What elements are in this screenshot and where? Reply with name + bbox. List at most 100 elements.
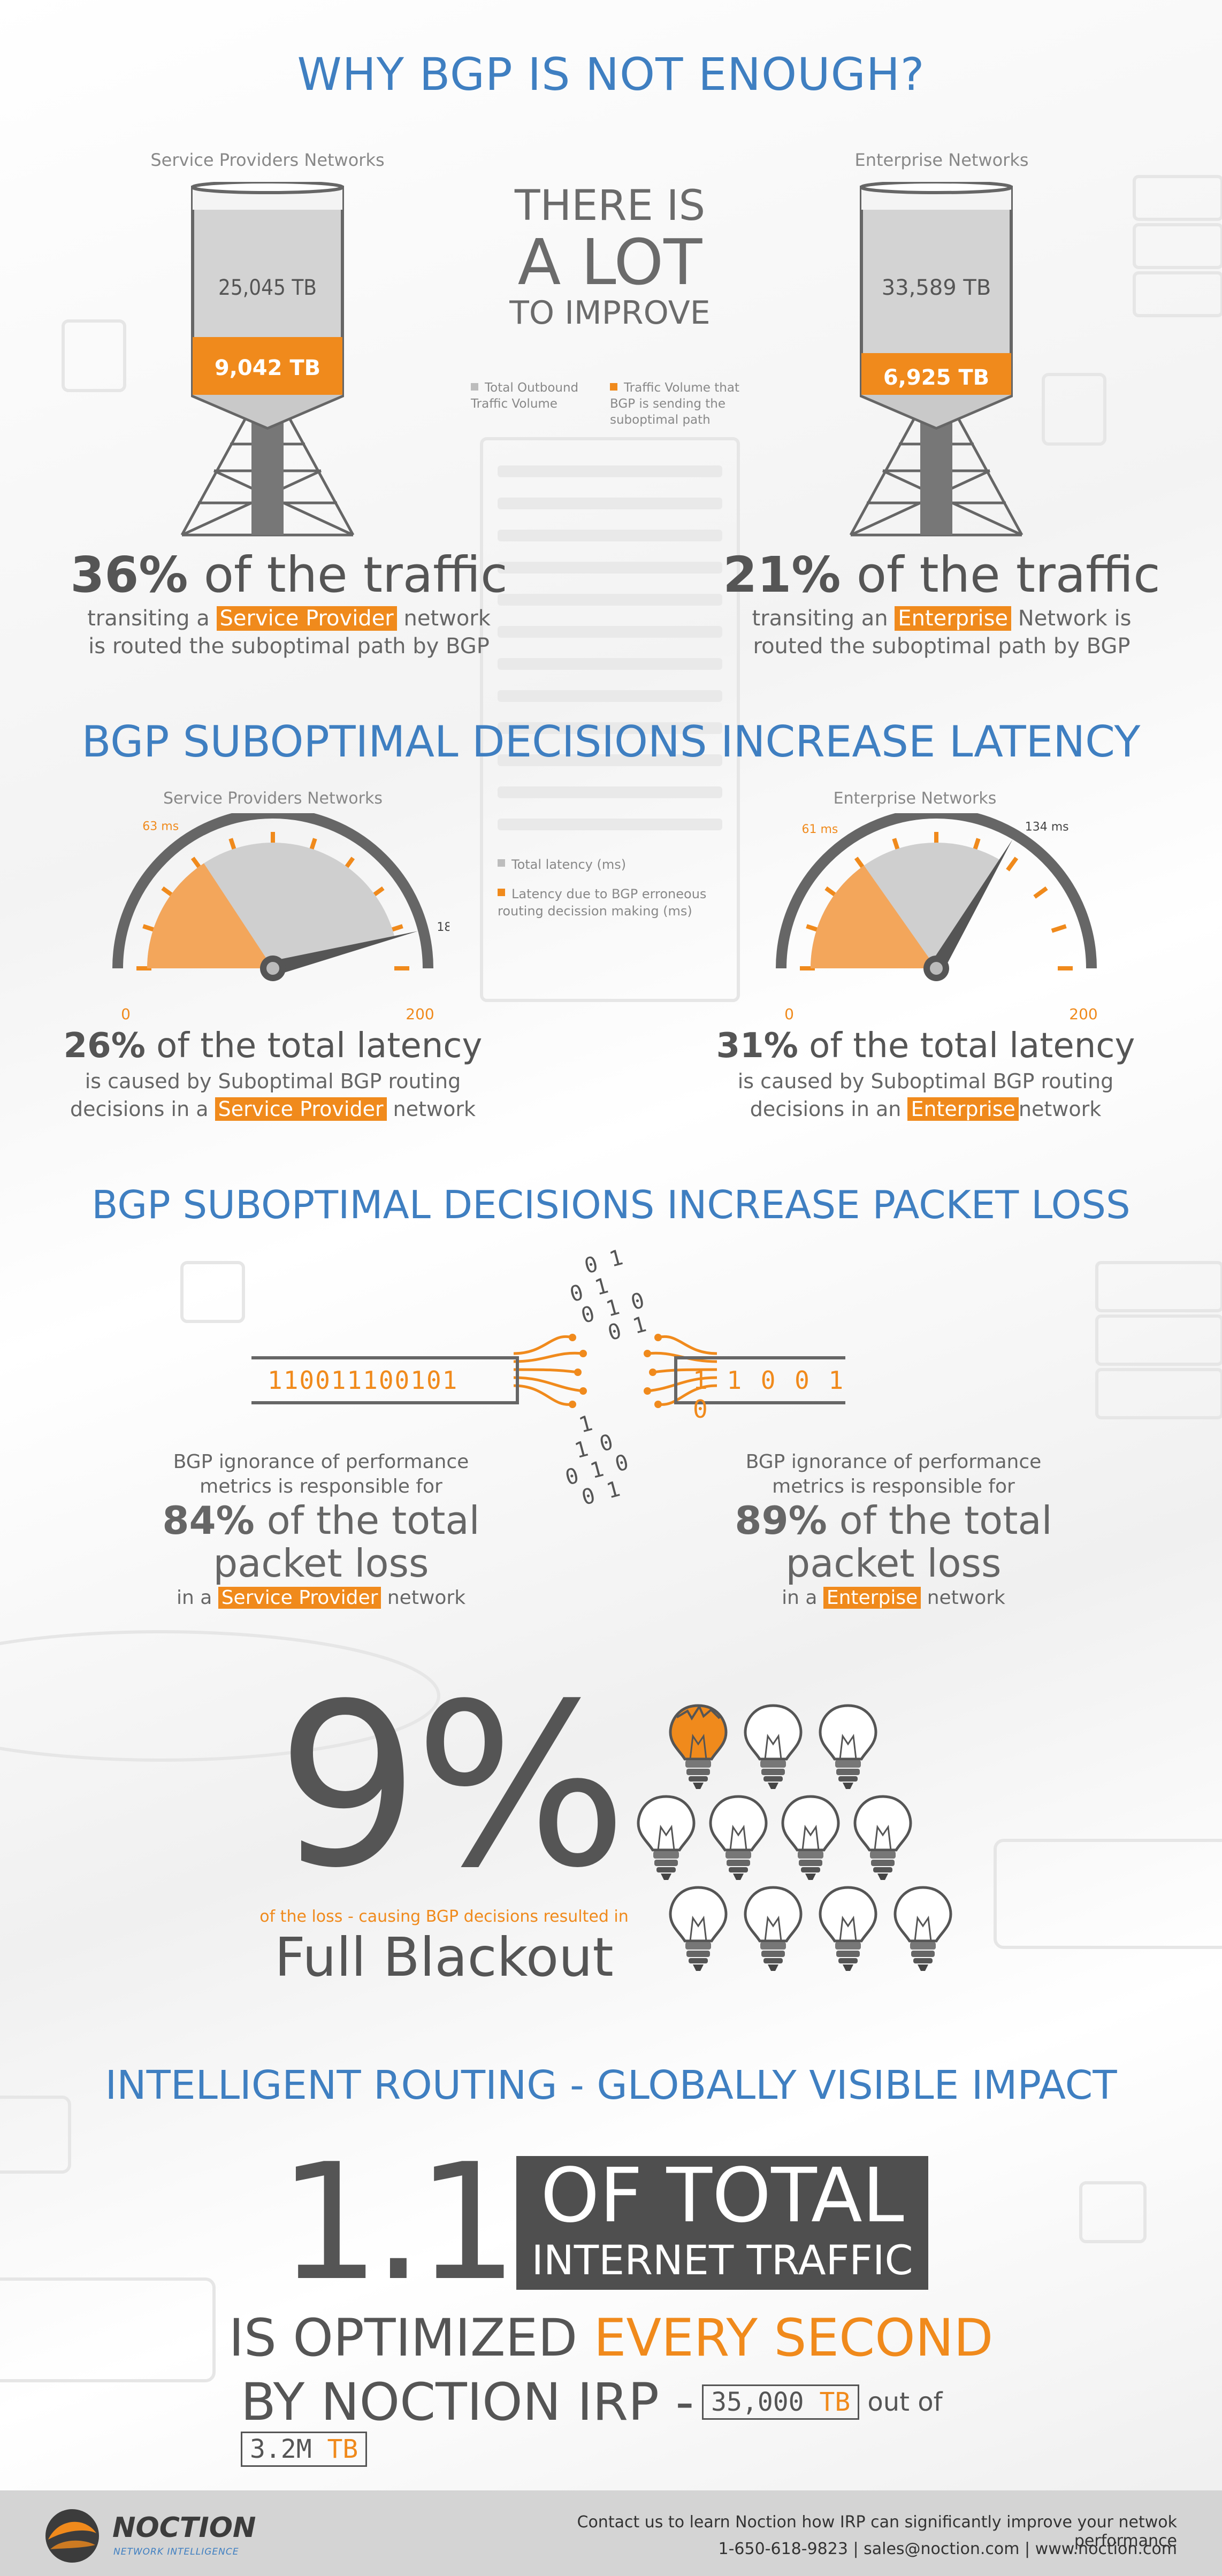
- light-bulb-icon: [819, 1704, 877, 1789]
- sp-traffic-line-2: is routed the suboptimal path by BGP: [88, 634, 490, 659]
- packet-loss-enterprise-line-3a: in a: [782, 1587, 823, 1609]
- legend-suboptimal-volume-text: Traffic Volume that BGP is sending the s…: [610, 381, 739, 427]
- sp-traffic-line-1: transiting a Service Provider network: [21, 605, 556, 632]
- latency-sp-line-2b: network: [386, 1097, 476, 1121]
- enterprise-suboptimal-tb: 6,925 TB: [883, 365, 990, 390]
- bulb-base-2: [654, 1860, 678, 1866]
- latency-enterprise-highlight: Enterprise: [907, 1097, 1019, 1121]
- enterprise-gauge-needle: [929, 839, 1013, 973]
- packet-loss-sp-pct-rest: of the total: [254, 1498, 480, 1543]
- broken-cable-graphic: [513, 1334, 717, 1408]
- impact-tag-2: 3.2M TB: [241, 2432, 368, 2467]
- sp-gauge-max-label: 200: [406, 1005, 434, 1022]
- enterprise-traffic-pct-rest: of the traffic: [841, 546, 1160, 603]
- bulb-filament: [689, 1915, 707, 1941]
- bulb-glass: [819, 1704, 877, 1761]
- sp-total-tb: 25,045 TB: [218, 276, 317, 300]
- bulb-tip: [843, 1965, 853, 1971]
- latency-sp-line-1: is caused by Suboptimal BGP routing: [85, 1069, 461, 1093]
- impact-tag-1-value: 35,000: [711, 2387, 804, 2417]
- latency-legend-swatch-orange: [498, 889, 505, 896]
- enterprise-gauge-tick: [1033, 886, 1048, 899]
- bulb-filament: [801, 1824, 820, 1851]
- bulb-base-3: [689, 1776, 708, 1782]
- bulb-base-1: [870, 1851, 896, 1859]
- enterprise-traffic-silo: [849, 182, 1024, 537]
- bulb-base-3: [689, 1958, 708, 1963]
- bulb-base-2: [871, 1860, 895, 1866]
- impact-line-1b: EVERY SECOND: [593, 2308, 994, 2368]
- latency-legend-bgp-text: Latency due to BGP erroneous routing dec…: [498, 886, 707, 919]
- sp-gauge-bgp-label: 63 ms: [142, 820, 179, 834]
- bulb-glass: [893, 1886, 952, 1943]
- impact-percentage: 1.1%: [278, 2129, 663, 2316]
- improve-line-3: TO IMPROVE: [509, 294, 711, 332]
- legend-swatch-orange: [610, 383, 617, 391]
- bulb-base-3: [873, 1867, 892, 1872]
- bits-left: 110011100101: [268, 1366, 459, 1395]
- enterprise-gauge-min-label: 0: [784, 1005, 794, 1022]
- bulb-filament: [874, 1824, 892, 1851]
- latency-gauge-enterprise: 0 200 61 ms 134 ms: [776, 813, 1098, 1022]
- packet-loss-enterprise-pct-rest: of the total: [827, 1498, 1052, 1543]
- latency-legend-bgp: Latency due to BGP erroneous routing dec…: [498, 885, 733, 920]
- light-bulb-icon: [893, 1886, 952, 1971]
- light-bulbs-grid: [631, 1701, 952, 1990]
- bulb-glass: [669, 1704, 728, 1761]
- legend-swatch-grey: [471, 383, 478, 391]
- bulb-base-3: [763, 1958, 783, 1963]
- bulb-base-2: [799, 1860, 822, 1866]
- light-bulb-icon: [744, 1704, 803, 1789]
- bulb-base-2: [761, 1951, 785, 1957]
- latency-section-title: BGP SUBOPTIMAL DECISIONS INCREASE LATENC…: [81, 717, 1141, 767]
- sp-gauge-min-label: 0: [121, 1005, 131, 1022]
- packet-loss-section-title: BGP SUBOPTIMAL DECISIONS INCREASE PACKET…: [91, 1182, 1131, 1227]
- enterprise-gauge-hub-inner: [930, 962, 943, 975]
- bulb-tip: [733, 1874, 744, 1880]
- improve-callout: THERE IS A LOT TO IMPROVE: [449, 182, 770, 332]
- footer-contact-line: Contact us to learn Noction how IRP can …: [577, 2513, 1178, 2550]
- bulb-tip: [693, 1965, 704, 1971]
- enterprise-gauge-total-label: 134 ms: [1025, 821, 1069, 834]
- bulb-base-1: [725, 1851, 751, 1859]
- impact-box-line-1: OF TOTAL: [540, 2152, 904, 2239]
- page-title: WHY BGP IS NOT ENOUGH?: [297, 48, 925, 101]
- enterprise-traffic-line-2: routed the suboptimal path by BGP: [753, 634, 1131, 659]
- bulb-tip: [805, 1874, 816, 1880]
- impact-line-2: BY NOCTION IRP - 35,000 TB out of 3.2M T…: [241, 2372, 1043, 2467]
- legend-total-volume-text: Total Outbound Traffic Volume: [471, 381, 579, 411]
- enterprise-traffic-line-1b: Network is: [1011, 606, 1132, 631]
- light-bulb-icon: [669, 1886, 728, 1971]
- bulb-tip: [768, 1965, 778, 1971]
- bulb-filament: [729, 1824, 747, 1851]
- sp-traffic-highlight: Service Provider: [216, 606, 397, 631]
- enterprise-traffic-headline: 21% of the traffic: [674, 546, 1209, 605]
- latency-enterprise-label: Enterprise Networks: [833, 789, 997, 808]
- noction-logo-icon: [45, 2509, 99, 2563]
- latency-sp-pct: 26%: [63, 1026, 146, 1066]
- bulb-base-2: [836, 1951, 860, 1957]
- bulb-filament: [764, 1915, 782, 1941]
- packet-loss-enterprise-headline: 89% of the total: [679, 1499, 1108, 1542]
- light-bulb-icon: [819, 1886, 877, 1971]
- packet-loss-enterprise-highlight: Enterpise: [823, 1587, 921, 1609]
- packet-loss-enterprise-big2: packet loss: [785, 1541, 1002, 1586]
- bulb-base-3: [656, 1867, 676, 1872]
- latency-enterprise-line-2a: decisions in an: [750, 1097, 908, 1121]
- impact-line-2-text: BY NOCTION IRP -: [241, 2372, 694, 2432]
- bulb-base-2: [836, 1769, 860, 1775]
- enterprise-bgp-latency-wedge: [811, 865, 936, 968]
- sp-traffic-line-1b: network: [396, 606, 491, 631]
- latency-enterprise-headline: 31% of the total latency: [696, 1025, 1156, 1067]
- enterprise-gauge-arc: [776, 813, 1097, 969]
- bulb-filament: [764, 1733, 782, 1760]
- blackout-headline: Full Blackout: [274, 1926, 614, 1989]
- bulb-base-3: [729, 1867, 748, 1872]
- bulb-base-2: [911, 1951, 935, 1957]
- packet-loss-enterprise-line-2: metrics is responsible for: [772, 1476, 1015, 1497]
- footer-contact-details[interactable]: 1-650-618-9823 | sales@noction.com | www…: [718, 2540, 1178, 2558]
- enterprise-networks-label: Enterprise Networks: [854, 150, 1029, 170]
- bulb-base-2: [727, 1860, 750, 1866]
- bulb-crack: [676, 1704, 721, 1721]
- sp-bgp-latency-wedge: [147, 863, 273, 968]
